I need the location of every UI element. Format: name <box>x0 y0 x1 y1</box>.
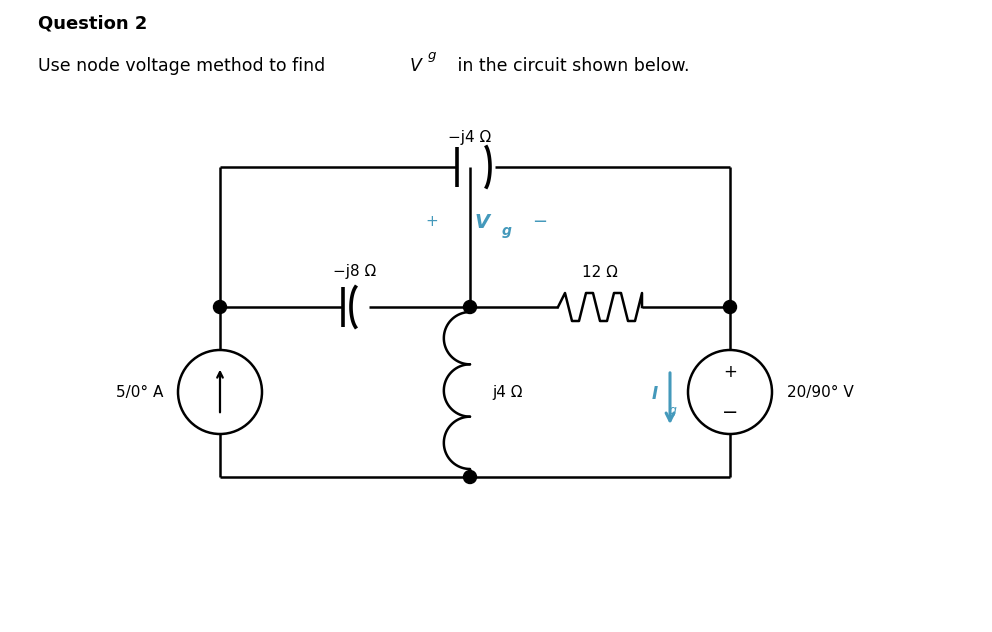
Text: 5/0° A: 5/0° A <box>116 384 163 399</box>
Circle shape <box>213 300 226 313</box>
Text: g: g <box>502 224 512 238</box>
Text: −j8 Ω: −j8 Ω <box>333 264 377 279</box>
Text: in the circuit shown below.: in the circuit shown below. <box>452 57 689 75</box>
Text: Question 2: Question 2 <box>38 14 148 32</box>
Text: Use node voltage method to find: Use node voltage method to find <box>38 57 330 75</box>
Circle shape <box>723 300 736 313</box>
Text: 20/90° V: 20/90° V <box>787 384 854 399</box>
Text: I: I <box>652 385 658 403</box>
Text: j4 Ω: j4 Ω <box>492 384 523 399</box>
Text: −: − <box>722 403 738 422</box>
Text: V: V <box>475 212 490 231</box>
Text: V: V <box>410 57 422 75</box>
Text: g: g <box>428 49 436 62</box>
Text: −j4 Ω: −j4 Ω <box>448 130 492 145</box>
Text: +: + <box>426 214 438 229</box>
Text: 12 Ω: 12 Ω <box>582 265 618 280</box>
Text: +: + <box>723 363 737 381</box>
Circle shape <box>463 300 476 313</box>
Text: g: g <box>669 403 677 416</box>
Text: −: − <box>532 213 548 231</box>
Circle shape <box>463 470 476 483</box>
